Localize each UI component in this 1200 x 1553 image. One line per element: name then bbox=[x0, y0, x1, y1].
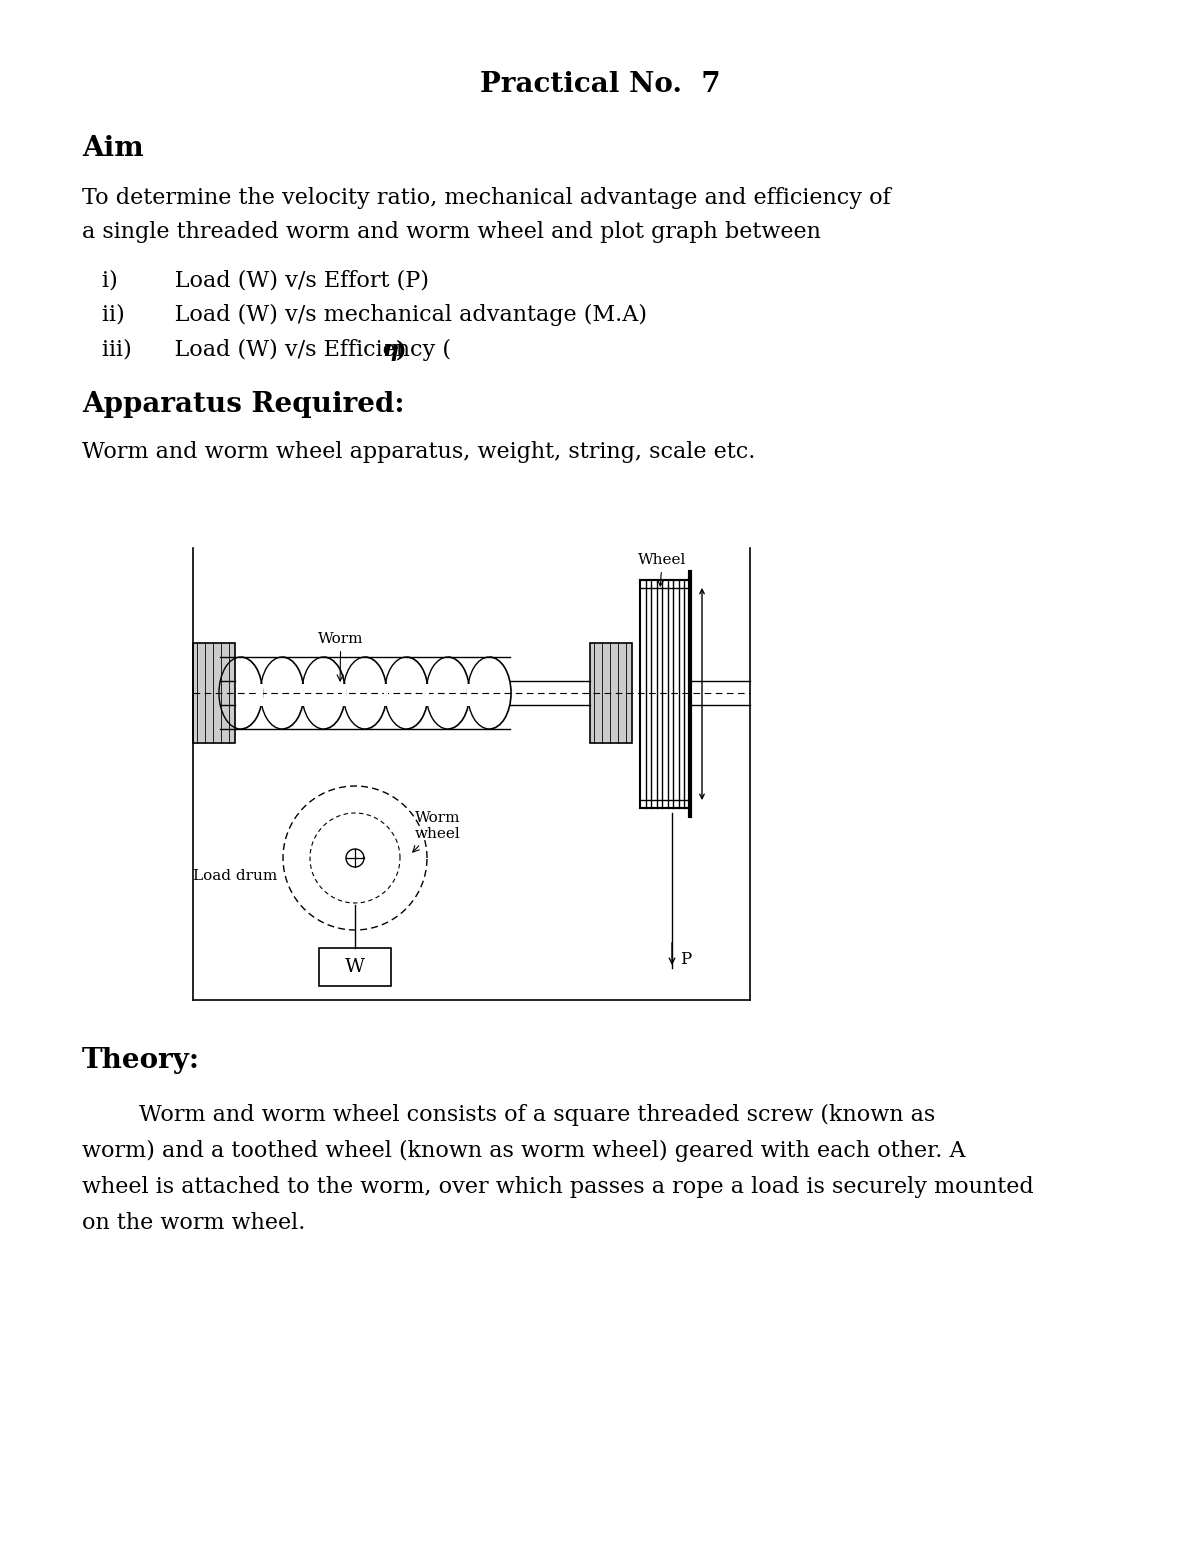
Text: Worm and worm wheel consists of a square threaded screw (known as: Worm and worm wheel consists of a square… bbox=[82, 1104, 935, 1126]
Bar bbox=[640, 579, 690, 808]
Text: To determine the velocity ratio, mechanical advantage and efficiency of: To determine the velocity ratio, mechani… bbox=[82, 186, 890, 210]
Text: Theory:: Theory: bbox=[82, 1047, 200, 1073]
Text: on the worm wheel.: on the worm wheel. bbox=[82, 1211, 305, 1235]
Bar bbox=[425, 683, 430, 707]
Text: η: η bbox=[382, 339, 398, 360]
Bar bbox=[342, 683, 347, 707]
Text: Apparatus Required:: Apparatus Required: bbox=[82, 391, 404, 418]
Bar bbox=[384, 683, 388, 707]
Text: Aim: Aim bbox=[82, 135, 144, 162]
Text: P: P bbox=[680, 952, 691, 969]
Bar bbox=[467, 683, 470, 707]
Bar bbox=[259, 683, 264, 707]
Text: Worm and worm wheel apparatus, weight, string, scale etc.: Worm and worm wheel apparatus, weight, s… bbox=[82, 441, 755, 463]
Text: Worm: Worm bbox=[318, 632, 364, 680]
Bar bbox=[319, 947, 391, 986]
Text: ii)       Load (W) v/s mechanical advantage (M.A): ii) Load (W) v/s mechanical advantage (M… bbox=[102, 304, 647, 326]
Text: a single threaded worm and worm wheel and plot graph between: a single threaded worm and worm wheel an… bbox=[82, 221, 821, 242]
Text: iii)      Load (W) v/s Efficiency (: iii) Load (W) v/s Efficiency ( bbox=[102, 339, 451, 360]
Text: Worm
wheel: Worm wheel bbox=[413, 811, 461, 853]
Text: ): ) bbox=[396, 339, 407, 360]
Text: W: W bbox=[346, 958, 365, 975]
Bar bbox=[301, 683, 305, 707]
Text: i)        Load (W) v/s Effort (P): i) Load (W) v/s Effort (P) bbox=[102, 269, 430, 290]
Text: Load drum: Load drum bbox=[193, 870, 277, 884]
Text: wheel is attached to the worm, over which passes a rope a load is securely mount: wheel is attached to the worm, over whic… bbox=[82, 1176, 1033, 1197]
Text: worm) and a toothed wheel (known as worm wheel) geared with each other. A: worm) and a toothed wheel (known as worm… bbox=[82, 1140, 966, 1162]
Bar bbox=[590, 643, 632, 742]
Text: Wheel: Wheel bbox=[638, 553, 686, 585]
Bar bbox=[193, 643, 235, 742]
Text: Practical No.  7: Practical No. 7 bbox=[480, 71, 720, 98]
